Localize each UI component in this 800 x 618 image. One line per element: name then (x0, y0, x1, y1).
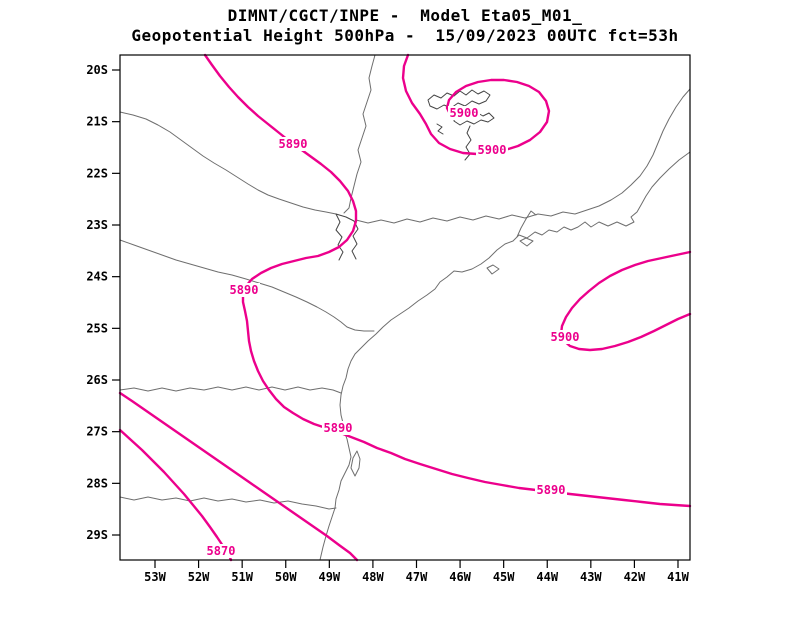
lon-tick-label: 49W (318, 570, 340, 584)
reservoir-tail (464, 125, 472, 161)
lat-tick-label: 20S (86, 63, 108, 77)
island-south-coast (350, 450, 361, 477)
border-state-east-short (516, 210, 537, 238)
contour-label-gap (322, 421, 354, 435)
lat-tick-label: 29S (86, 528, 108, 542)
lat-tick-label: 21S (86, 115, 108, 129)
contour-line-5900 (401, 53, 551, 156)
border-north-vertical (343, 54, 376, 214)
lon-tick-label: 41W (667, 570, 689, 584)
contour-label-gap (476, 143, 508, 157)
map-title-line1: DIMNT/CGCT/INPE - Model Eta05_M01_ (227, 6, 583, 25)
contour-line-5870 (118, 428, 233, 562)
contour-line-5890 (203, 53, 692, 508)
border-state-mid (119, 239, 375, 332)
contour-label-gap (549, 330, 581, 344)
lat-tick-label: 25S (86, 321, 108, 335)
border-northwest (119, 111, 337, 215)
contour-label: 5890 (537, 483, 566, 497)
lat-tick-label: 27S (86, 425, 108, 439)
lat-tick-label: 26S (86, 373, 108, 387)
island-big-bay (519, 237, 534, 247)
contour-line-unlabeled (118, 391, 359, 562)
border-state-south2 (119, 496, 337, 510)
border-state-south1 (119, 386, 342, 394)
island-mid-coast (486, 264, 500, 275)
contour-label: 5890 (279, 137, 308, 151)
contour-label: 5900 (478, 143, 507, 157)
lon-tick-label: 44W (536, 570, 558, 584)
lon-tick-label: 42W (624, 570, 646, 584)
border-state-north (355, 88, 691, 224)
contour-label: 5870 (207, 544, 236, 558)
river-fork-west (335, 213, 344, 261)
contour-label-gap (448, 106, 480, 120)
lon-tick-label: 43W (580, 570, 602, 584)
lon-tick-label: 47W (406, 570, 428, 584)
contour-label-gap (277, 137, 309, 151)
contour-label: 5900 (551, 330, 580, 344)
map-title-line2: Geopotential Height 500hPa - 15/09/2023 … (131, 26, 679, 45)
lat-tick-label: 24S (86, 270, 108, 284)
river-fork-east (335, 213, 359, 260)
contour-label-gap (535, 483, 567, 497)
contour-label-gap (205, 544, 237, 558)
contour-label-gap (228, 283, 260, 297)
contour-label: 5900 (450, 106, 479, 120)
lon-tick-label: 53W (144, 570, 166, 584)
lon-tick-label: 52W (188, 570, 210, 584)
lat-tick-label: 23S (86, 218, 108, 232)
contour-label: 5890 (324, 421, 353, 435)
lon-tick-label: 45W (493, 570, 515, 584)
map-frame (119, 54, 691, 561)
lon-tick-label: 46W (449, 570, 471, 584)
lon-tick-label: 48W (362, 570, 384, 584)
lat-tick-label: 22S (86, 166, 108, 180)
contour-label: 5890 (230, 283, 259, 297)
lon-tick-label: 51W (231, 570, 253, 584)
lat-tick-label: 28S (86, 476, 108, 490)
coastline (319, 151, 691, 561)
reservoir-squiggle (436, 123, 444, 135)
lon-tick-label: 50W (275, 570, 297, 584)
